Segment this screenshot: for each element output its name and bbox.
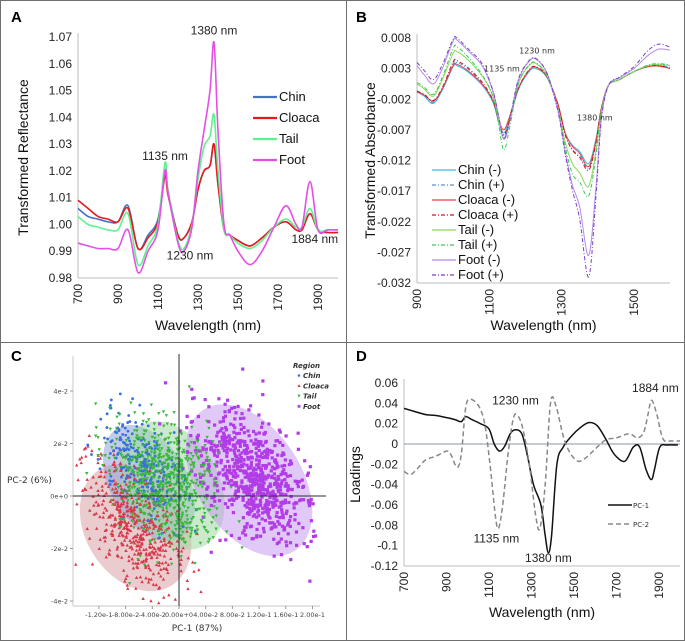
panel-divider-horizontal — [0, 342, 685, 343]
panel-divider-vertical — [346, 0, 347, 641]
